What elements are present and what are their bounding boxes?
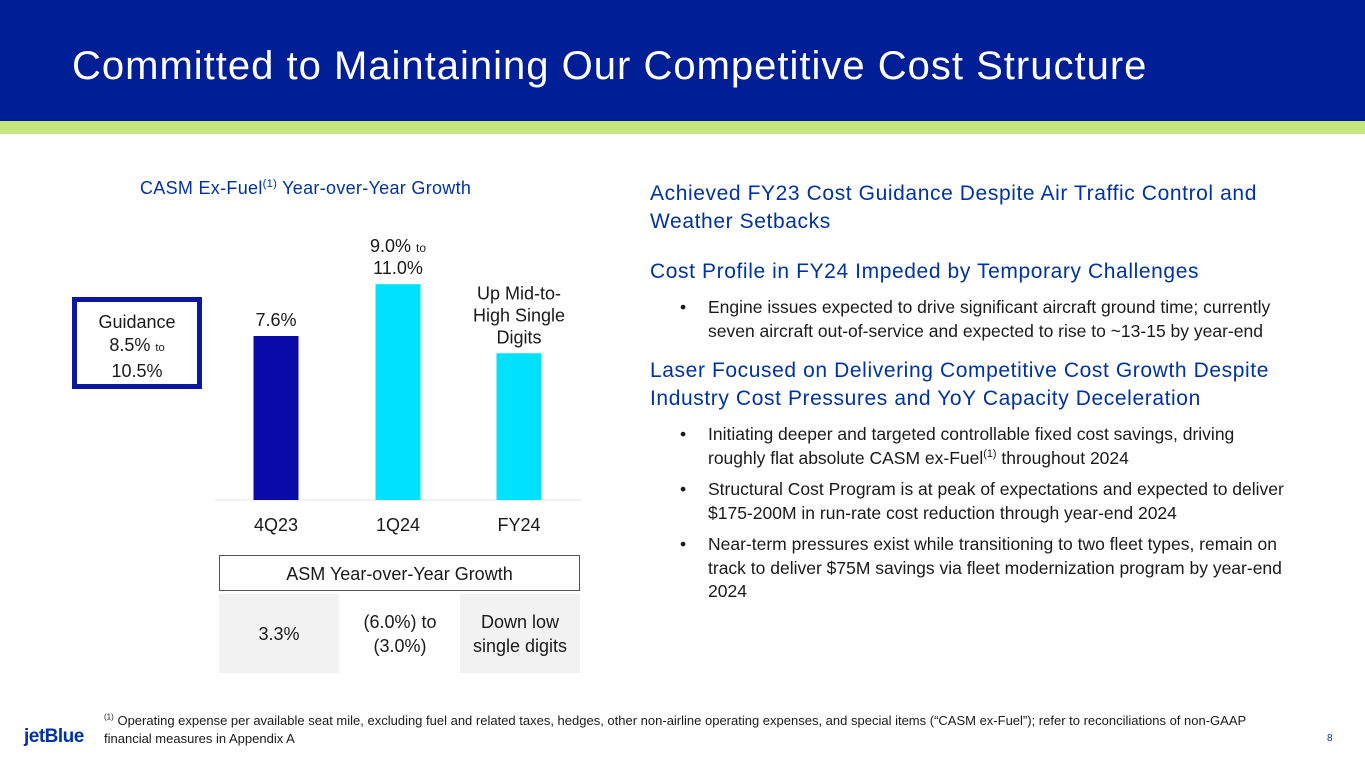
x-tick-4q23: 4Q23	[254, 515, 298, 535]
bar-fy24	[496, 353, 542, 500]
jetblue-logo: jetBlue	[24, 726, 84, 747]
guidance-label: Guidance	[98, 312, 176, 332]
slide-title: Committed to Maintaining Our Competitive…	[72, 44, 1148, 88]
asm-cell-4q23: 3.3%	[219, 594, 339, 673]
heading-fy24-challenges: Cost Profile in FY24 Impeded by Temporar…	[650, 260, 1200, 283]
guidance-range-low: 8.5% to	[77, 334, 197, 360]
bar-label-fy24-line1: Up Mid-to-	[477, 283, 561, 303]
footnote-marker: (1)	[104, 712, 114, 722]
guidance-low-value: 8.5%	[109, 335, 151, 355]
chart-title: CASM Ex-Fuel(1) Year-over-Year Growth	[140, 178, 520, 199]
guidance-box: Guidance 8.5% to 10.5%	[72, 297, 202, 389]
bullet-fixed-cost-end: throughout 2024	[996, 447, 1129, 468]
bar-label-1q24-line1: 9.0% to	[370, 236, 426, 256]
bullet-fleet-modernization: Near-term pressures exist while transiti…	[650, 533, 1290, 604]
chart-title-footnote-marker: (1)	[262, 178, 278, 190]
bullet-footnote-marker: (1)	[983, 447, 997, 460]
guidance-to: to	[155, 342, 165, 354]
chart-title-rest: Year-over-Year Growth	[277, 178, 472, 198]
footnote: (1) Operating expense per available seat…	[104, 712, 1294, 748]
bullet-fixed-cost-savings: Initiating deeper and targeted controlla…	[650, 423, 1290, 470]
bullet-fixed-cost-text: Initiating deeper and targeted controlla…	[708, 424, 1235, 468]
bar-1q24	[375, 284, 421, 500]
asm-table-header: ASM Year-over-Year Growth	[219, 555, 580, 591]
accent-stripe	[0, 121, 1365, 134]
footnote-text: Operating expense per available seat mil…	[104, 713, 1246, 746]
x-tick-1q24: 1Q24	[376, 515, 420, 535]
bullet-list-cost-growth: Initiating deeper and targeted controlla…	[650, 423, 1290, 604]
heading-fy23-guidance: Achieved FY23 Cost Guidance Despite Air …	[650, 182, 1257, 233]
bar-label-1q24-line2: 11.0%	[373, 258, 423, 278]
bar-4q23	[253, 336, 299, 500]
heading-cost-growth: Laser Focused on Delivering Competitive …	[650, 359, 1269, 410]
commentary-column: Achieved FY23 Cost Guidance Despite Air …	[650, 180, 1290, 612]
bullet-list-challenges: Engine issues expected to drive signific…	[650, 296, 1290, 343]
chart-title-main: CASM Ex-Fuel	[140, 178, 263, 198]
bar-label-fy24-line2: High Single	[473, 305, 565, 325]
bullet-structural-cost-program: Structural Cost Program is at peak of ex…	[650, 478, 1290, 525]
bullet-engine-issues: Engine issues expected to drive signific…	[650, 296, 1290, 343]
page-number: 8	[1327, 733, 1333, 744]
guidance-range-high: 10.5%	[111, 361, 163, 381]
asm-cell-fy24: Down low single digits	[460, 594, 580, 673]
x-tick-fy24: FY24	[497, 515, 540, 535]
asm-cell-1q24: (6.0%) to (3.0%)	[363, 611, 437, 656]
bar-label-4q23-line1: 7.6%	[255, 310, 296, 330]
header-banner: Committed to Maintaining Our Competitive…	[0, 0, 1365, 121]
bar-label-fy24-line3: Digits	[496, 327, 541, 347]
